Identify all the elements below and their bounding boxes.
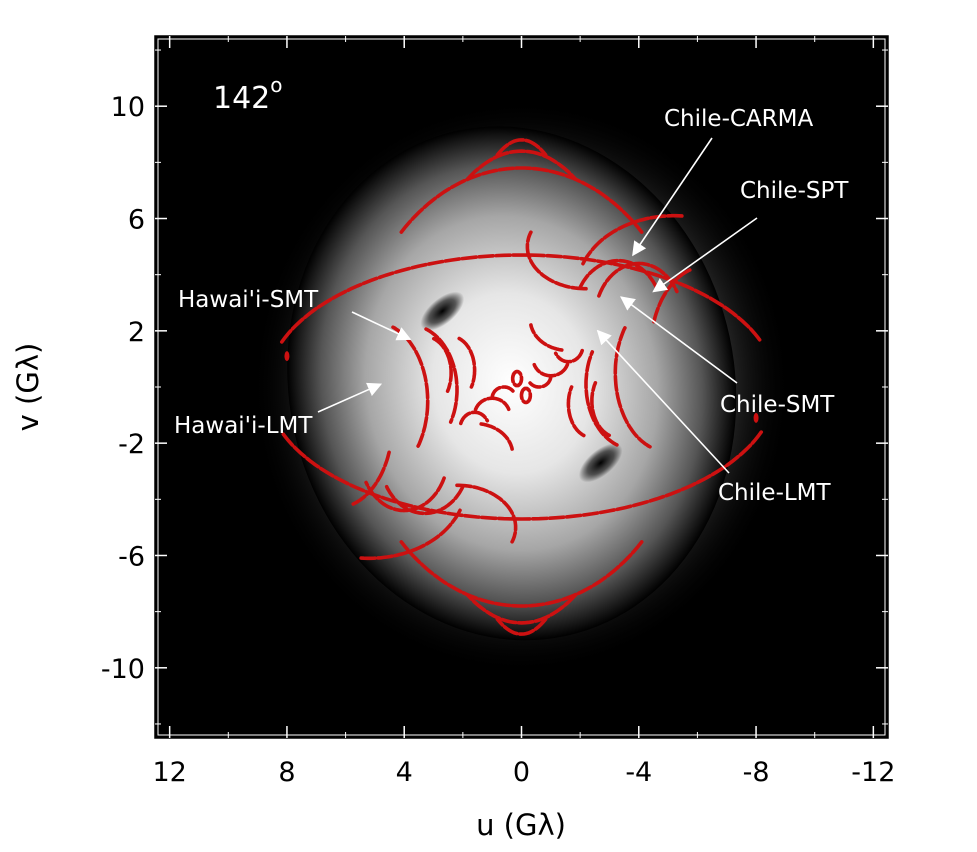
uv-track [364,476,446,513]
uv-track [399,540,644,608]
y-tick-label: 6 [128,205,145,236]
station-annotations: Chile-CARMA Chile-SPT Hawai'i-SMT Chile-SMT… [174,106,849,506]
image-minimum [420,291,465,331]
annotation-arrow [620,296,738,384]
angle-label: 142o [213,73,283,116]
station-label: Chile-SPT [740,178,849,204]
annotation-arrow [317,382,383,413]
uv-track [279,253,764,344]
x-axis-title: u (Gλ) [476,808,566,842]
annotation-arrow [652,217,758,293]
station-label: Chile-LMT [718,480,832,506]
station-label: Chile-CARMA [664,106,813,132]
x-tick-label: 4 [396,757,413,788]
uv-track [519,386,533,405]
y-tick-label: 2 [128,317,145,348]
x-axis: 12 8 4 0 -4 -8 -12 [152,36,895,788]
annotation-arrow [596,329,730,474]
uv-track [349,450,391,507]
annotation-arrow [632,137,713,257]
uv-track [495,617,548,636]
station-label: Chile-SMT [720,392,835,418]
y-tick-label: -2 [118,429,145,460]
uv-track [525,230,588,291]
y-axis-title: v (Gλ) [11,343,45,432]
uv-track [479,422,514,451]
uv-track [597,261,679,298]
uv-track [358,508,462,561]
uv-track [424,327,459,424]
uv-track [457,336,477,389]
uv-track [431,336,453,394]
uv-track [613,326,652,449]
image-minimum [578,443,623,483]
x-tick-label: 12 [152,757,186,788]
y-tick-label: -10 [101,654,145,685]
uv-track [566,385,586,438]
uv-track [584,350,619,447]
uv-point [753,412,759,423]
uv-track [490,385,515,401]
uv-track [590,380,612,438]
y-tick-label: -6 [118,541,145,572]
uv-track [384,484,465,516]
uv-track [510,369,524,388]
uv-track [399,166,644,234]
x-tick-label: -12 [851,757,895,788]
station-label: Hawai'i-SMT [178,287,319,313]
x-tick-label: -8 [743,757,770,788]
uv-track [465,149,578,181]
station-label: Hawai'i-LMT [174,413,313,439]
uv-tracks [279,138,764,636]
uv-track [455,483,518,544]
uv-point [284,351,290,362]
uv-track [279,430,764,521]
uv-track [581,213,685,266]
x-tick-label: 8 [278,757,295,788]
uv-track [652,267,694,324]
y-tick-label: 10 [111,92,145,123]
uv-track [553,348,585,364]
annotation-arrow [351,311,412,341]
x-tick-label: 0 [513,757,530,788]
uv-track [578,258,659,290]
x-tick-label: -4 [625,757,652,788]
uv-track [528,373,553,389]
uv-track [465,593,578,625]
uv-track [495,138,548,157]
y-axis: 10 6 2 -2 -6 -10 [101,49,888,725]
uv-track [458,410,490,426]
uv-track [529,323,564,352]
